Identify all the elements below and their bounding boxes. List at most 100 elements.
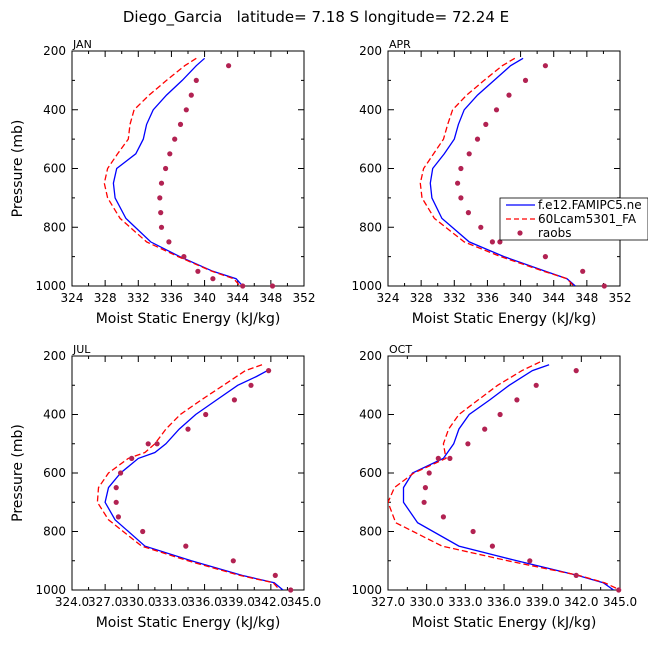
raobs-point-jan (181, 254, 187, 260)
y-tick-label-jul: 800 (43, 525, 66, 539)
raobs-point-jan (177, 121, 184, 127)
raobs-point-jan (167, 151, 173, 157)
x-tick-label-jul: 324.0 (55, 595, 89, 609)
x-tick-label-apr: 332 (443, 291, 466, 305)
y-tick-label-jul: 400 (43, 408, 66, 422)
raobs-point-apr (466, 151, 472, 157)
figure-title: Diego_Garcia latitude= 7.18 S longitude=… (123, 8, 509, 27)
series-line-model-1-apr (429, 57, 576, 286)
panel-jul: JUL 324.0327.0330.0333.0336.0339.0342.034… (10, 343, 321, 631)
raobs-point-jan (157, 195, 163, 201)
raobs-point-oct (422, 485, 428, 491)
y-tick-label-oct: 400 (359, 408, 382, 422)
raobs-point-jul (183, 543, 189, 549)
raobs-point-oct (616, 587, 622, 593)
raobs-point-apr (455, 180, 461, 186)
raobs-point-apr (580, 268, 586, 274)
raobs-point-apr (601, 283, 607, 289)
raobs-point-jul (231, 397, 237, 403)
raobs-point-jan (163, 165, 169, 172)
raobs-point-jul (203, 411, 209, 418)
raobs-point-jan (193, 77, 199, 83)
raobs-point-jul (113, 485, 119, 491)
y-tick-label-jan: 1000 (35, 279, 66, 293)
x-tick-label-apr: 328 (410, 291, 433, 305)
raobs-point-apr (483, 121, 489, 127)
legend: f.e12.FAMIPC5.ne 60Lcam5301_FA raobs (499, 197, 648, 241)
plot-frame-oct (387, 355, 621, 591)
x-tick-label-jul: 339.0 (221, 595, 255, 609)
y-tick-label-jul: 1000 (35, 583, 66, 597)
raobs-point-jan (183, 107, 189, 113)
y-tick-label-jul: 200 (43, 349, 66, 363)
y-axis-label-jan: Pressure (mb) (10, 120, 26, 218)
raobs-point-jan (158, 210, 164, 216)
x-axis-label-jan: Moist Static Energy (kJ/kg) (96, 311, 281, 327)
raobs-point-oct (421, 499, 427, 505)
raobs-point-jul (115, 514, 121, 520)
raobs-point-oct (440, 514, 446, 520)
raobs-point-jul (272, 572, 278, 579)
x-tick-label-jan: 332 (127, 291, 150, 305)
y-tick-label-jan: 800 (43, 220, 66, 234)
x-tick-label-jan: 352 (293, 291, 316, 305)
panel-label-oct: OCT (389, 343, 412, 356)
series-line-model-2-oct (388, 361, 620, 590)
raobs-point-oct (527, 558, 533, 564)
plot-frame-jan (71, 50, 305, 287)
raobs-point-jan (158, 180, 165, 186)
x-tick-label-oct: 342.0 (564, 595, 598, 609)
raobs-point-oct (447, 455, 453, 461)
x-tick-label-jan: 324 (61, 291, 84, 305)
raobs-point-apr (458, 165, 464, 172)
x-tick-label-apr: 352 (609, 291, 632, 305)
x-axis-label-oct: Moist Static Energy (kJ/kg) (412, 615, 597, 631)
panel-apr: APR 324 328 332 336 340 344 348 352 200 400 600 800 1… (351, 38, 631, 327)
x-tick-label-apr: 348 (575, 291, 598, 305)
y-tick-label-jul: 600 (43, 466, 66, 480)
raobs-point-jan (172, 136, 178, 142)
raobs-point-oct (470, 528, 476, 535)
raobs-point-oct (489, 543, 495, 549)
x-tick-label-jan: 336 (160, 291, 183, 305)
raobs-point-apr (489, 239, 495, 245)
x-tick-label-apr: 344 (542, 291, 565, 305)
raobs-point-oct (482, 426, 488, 432)
raobs-point-jul (145, 441, 151, 447)
x-tick-label-oct: 339.0 (525, 595, 559, 609)
y-tick-label-jan: 200 (43, 44, 66, 58)
legend-label-raobs: raobs (538, 226, 572, 240)
panel-label-jan: JAN (72, 38, 92, 51)
x-tick-label-jul: 330.0 (121, 595, 155, 609)
raobs-point-apr (458, 195, 464, 201)
series-line-model-1-oct (402, 364, 614, 590)
raobs-point-oct (533, 382, 539, 388)
series-line-model-1-jan (112, 57, 244, 286)
x-tick-label-apr: 336 (476, 291, 499, 305)
raobs-point-jan (210, 276, 216, 282)
legend-label-model-1: f.e12.FAMIPC5.ne (538, 198, 642, 212)
panel-oct: OCT 327.0 330.0 333.0 336.0 339.0 342.0 345.0 20… (351, 343, 637, 631)
x-tick-label-jul: 342.0 (254, 595, 288, 609)
raobs-point-oct (573, 572, 579, 579)
raobs-point-jan (158, 224, 165, 230)
y-tick-label-jan: 600 (43, 162, 66, 176)
y-axis-label-jul: Pressure (mb) (10, 424, 26, 522)
raobs-point-jul (266, 368, 272, 374)
raobs-point-jul (140, 528, 146, 535)
raobs-point-apr (542, 63, 549, 69)
x-axis-label-jul: Moist Static Energy (kJ/kg) (96, 615, 281, 631)
raobs-point-oct (497, 411, 503, 418)
raobs-point-apr (506, 92, 512, 98)
x-tick-label-oct: 345.0 (603, 595, 637, 609)
y-tick-label-oct: 800 (359, 525, 382, 539)
series-line-model-2-jul (96, 364, 281, 590)
y-tick-label-oct: 1000 (351, 583, 382, 597)
raobs-point-apr (478, 224, 484, 230)
series-line-model-2-jan (103, 57, 241, 286)
y-tick-label-apr: 400 (359, 103, 382, 117)
series-line-model-2-apr (419, 57, 575, 286)
raobs-point-apr (522, 77, 529, 83)
panel-label-apr: APR (389, 38, 411, 51)
